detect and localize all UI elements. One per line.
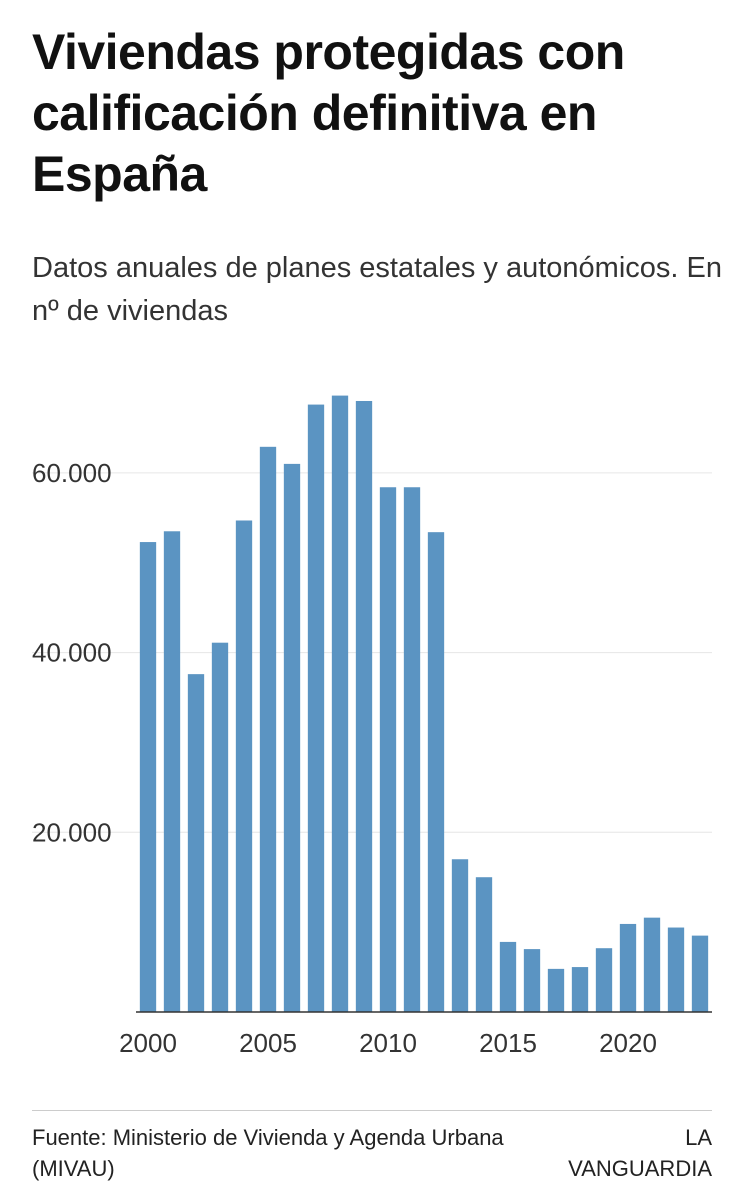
- bar-2000: [139, 542, 157, 1012]
- bar-2019: [595, 948, 613, 1012]
- bar-2016: [523, 949, 541, 1012]
- bar-2008: [331, 395, 349, 1012]
- x-axis-tick-labels: 2000 2005 2010 2015 2020: [119, 1028, 657, 1058]
- bar-2006: [283, 463, 301, 1013]
- y-axis-tick-labels: 20.000 40.000 60.000: [32, 458, 112, 847]
- chart-title: Viviendas protegidas con calificación de…: [32, 24, 625, 202]
- bar-2002: [187, 674, 205, 1012]
- bar-2004: [235, 520, 253, 1012]
- x-tick-label: 2010: [359, 1028, 417, 1058]
- x-tick-label: 2000: [119, 1028, 177, 1058]
- bar-2013: [451, 859, 469, 1012]
- chart-subtitle: Datos anuales de planes estatales y auto…: [32, 252, 722, 327]
- bar-chart: 20.000 40.000 60.000 2000 2005 2010 2015 2020: [32, 395, 712, 1058]
- bar-2005: [259, 446, 277, 1012]
- bar-2020: [619, 923, 637, 1012]
- publisher-credit: LA VANGUARDIA: [568, 1125, 712, 1181]
- y-tick-label: 60.000: [32, 458, 112, 488]
- bar-2018: [571, 967, 589, 1012]
- y-tick-label: 20.000: [32, 817, 112, 847]
- bar-2011: [403, 487, 421, 1013]
- footer-divider: [32, 1110, 712, 1111]
- bar-2001: [163, 531, 181, 1012]
- bar-2022: [667, 927, 685, 1012]
- bar-2023: [691, 935, 709, 1012]
- bar-2007: [307, 404, 325, 1012]
- bar-2015: [499, 941, 517, 1012]
- y-tick-label: 40.000: [32, 638, 112, 668]
- bar-2012: [427, 532, 445, 1012]
- bar-2017: [547, 968, 565, 1012]
- bar-2009: [355, 400, 373, 1013]
- source-note: Fuente: Ministerio de Vivienda y Agenda …: [32, 1125, 504, 1181]
- bars: [139, 395, 709, 1013]
- bar-2014: [475, 877, 493, 1012]
- x-tick-label: 2020: [599, 1028, 657, 1058]
- bar-2021: [643, 917, 661, 1012]
- bar-2010: [379, 487, 397, 1013]
- bar-2003: [211, 642, 229, 1012]
- x-tick-label: 2015: [479, 1028, 537, 1058]
- x-tick-label: 2005: [239, 1028, 297, 1058]
